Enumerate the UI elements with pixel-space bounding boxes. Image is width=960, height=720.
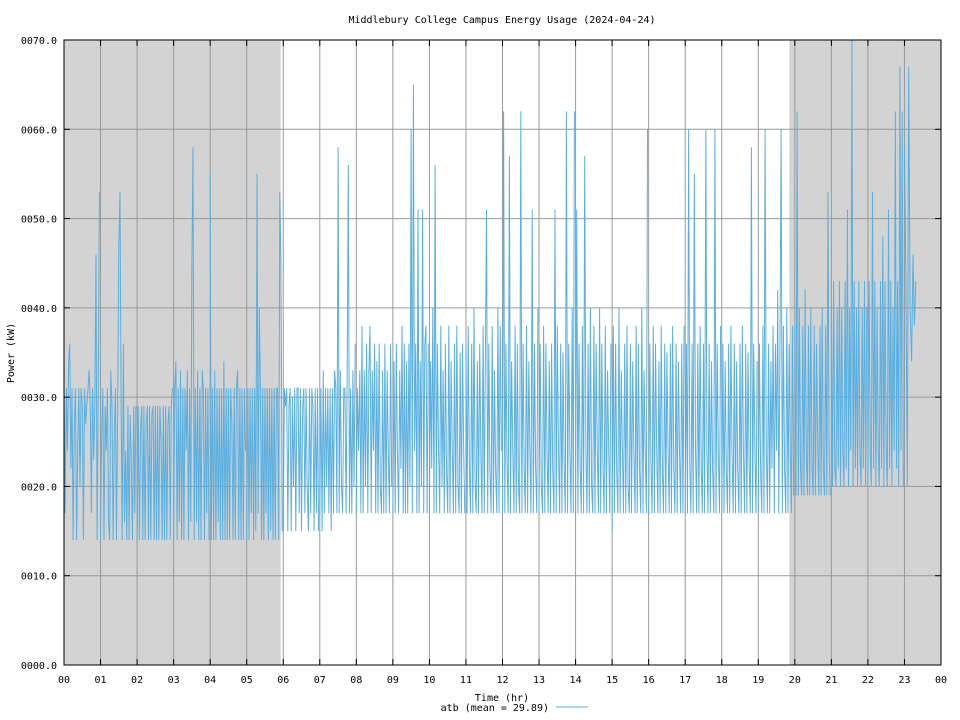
series-group — [63, 39, 917, 541]
y-tick-label: 0000.0 — [21, 661, 57, 672]
x-tick-label: 03 — [168, 675, 180, 686]
series-line-atb — [465, 209, 502, 514]
x-tick-label: 00 — [58, 675, 70, 686]
y-tick-label: 0050.0 — [21, 215, 57, 226]
legend-label: atb (mean = 29.89) — [441, 703, 549, 714]
x-tick-label: 00 — [935, 675, 947, 686]
x-tick-label: 15 — [606, 675, 618, 686]
x-tick-label: 13 — [533, 675, 545, 686]
series-line-atb — [538, 111, 575, 514]
x-tick-label: 10 — [423, 675, 435, 686]
y-tick-label: 0070.0 — [21, 36, 57, 47]
series-line-atb — [904, 66, 917, 487]
x-tick-label: 20 — [789, 675, 801, 686]
series-line-atb — [428, 164, 466, 514]
x-tick-label: 16 — [643, 675, 655, 686]
x-tick-label: 17 — [679, 675, 691, 686]
x-tick-label: 23 — [898, 675, 910, 686]
legend: atb (mean = 29.89) — [441, 703, 588, 714]
x-tick-label: 22 — [862, 675, 874, 686]
x-tick-label: 09 — [387, 675, 399, 686]
series-line-atb — [502, 111, 539, 514]
series-line-atb — [648, 325, 685, 514]
series-line-atb — [282, 387, 320, 532]
series-line-atb — [63, 191, 100, 541]
axis-ticks — [63, 39, 942, 666]
x-tick-label: 05 — [241, 675, 253, 686]
x-tick-label: 11 — [460, 675, 472, 686]
x-tick-label: 19 — [752, 675, 764, 686]
series-line-atb — [136, 388, 173, 541]
series-line-atb — [721, 147, 758, 514]
x-tick-label: 07 — [314, 675, 326, 686]
series-line-atb — [209, 173, 247, 541]
x-tick-label: 02 — [131, 675, 143, 686]
x-tick-label: 12 — [496, 675, 508, 686]
series-line-atb — [830, 39, 868, 487]
x-tick-label: 06 — [277, 675, 289, 686]
x-tick-label: 21 — [825, 675, 837, 686]
y-tick-label: 0060.0 — [21, 125, 57, 136]
chart-title: Middlebury College Campus Energy Usage (… — [348, 15, 655, 26]
series-line-atb — [173, 147, 210, 541]
y-axis-label: Power (kW) — [6, 323, 17, 383]
y-tick-label: 0030.0 — [21, 393, 57, 404]
series-line-atb — [246, 173, 283, 541]
x-tick-label: 14 — [570, 675, 582, 686]
series-line-atb — [355, 325, 393, 514]
series-line-atb — [684, 129, 722, 514]
series-line-atb — [794, 111, 831, 496]
y-tick-label: 0020.0 — [21, 482, 57, 493]
series-line-atb — [611, 129, 648, 532]
y-tick-labels: 0000.0 0010.0 0020.0 0030.0 0040.0 0050.0 0060… — [21, 36, 57, 672]
x-tick-label: 01 — [95, 675, 107, 686]
grid-lines — [64, 40, 941, 665]
series-line-atb — [867, 66, 904, 487]
x-tick-label: 08 — [350, 675, 362, 686]
x-axis-label: Time (hr) — [475, 693, 529, 704]
y-tick-label: 0010.0 — [21, 572, 57, 583]
series-line-atb — [392, 84, 429, 514]
series-line-atb — [575, 156, 612, 514]
x-tick-label: 18 — [716, 675, 728, 686]
series-line-atb — [100, 191, 137, 541]
y-tick-label: 0040.0 — [21, 304, 57, 315]
x-tick-labels: 00 01 02 03 04 05 06 07 08 09 10 11 12 13 14 15 16 17 18 19… — [58, 675, 947, 686]
x-tick-label: 04 — [204, 675, 216, 686]
series-line-atb — [319, 147, 356, 532]
series-line-atb — [757, 129, 795, 514]
